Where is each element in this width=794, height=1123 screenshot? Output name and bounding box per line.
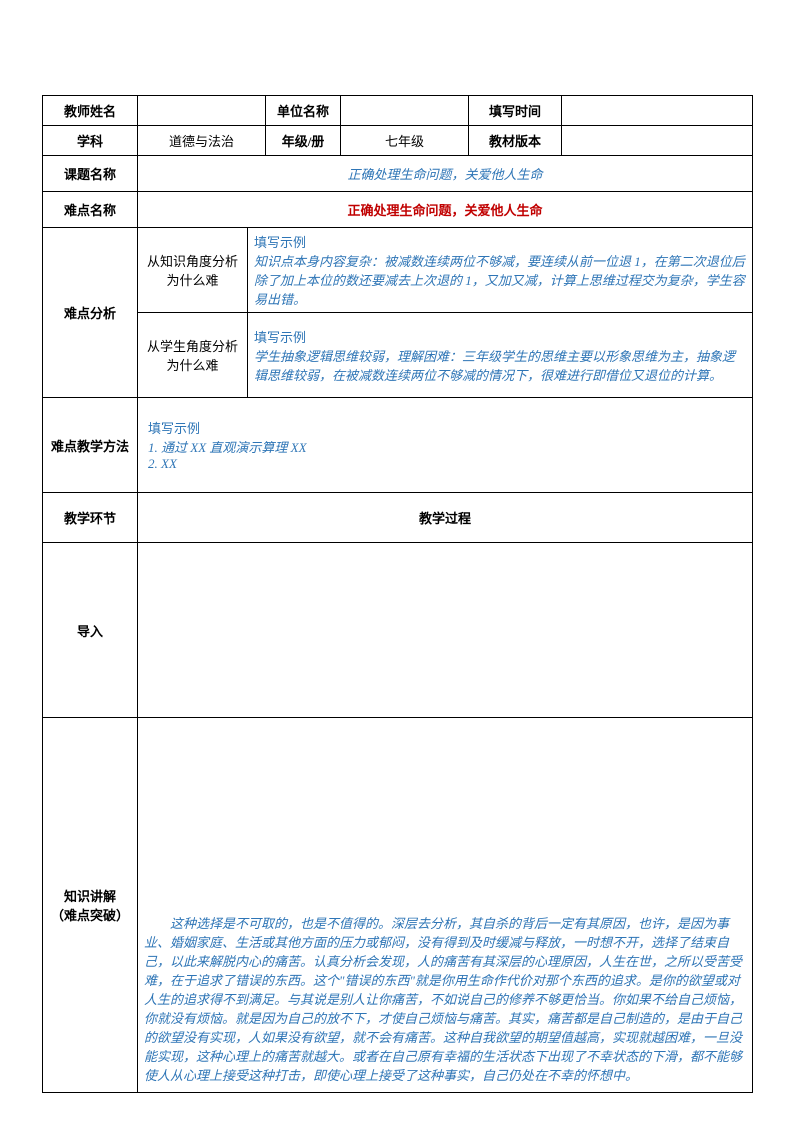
difficulty-label: 难点名称 xyxy=(43,192,138,228)
textbook-value xyxy=(562,126,753,156)
student-sub-label: 从学生角度分析为什么难 xyxy=(138,313,248,398)
teacher-name-value xyxy=(138,96,266,126)
grade-label: 年级/册 xyxy=(266,126,341,156)
knowledge-explain-row: 知识讲解 （难点突破） 这种选择是不可取的，也是不值得的。深层去分析，其自杀的背… xyxy=(43,718,753,1093)
explain-content: 这种选择是不可取的，也是不值得的。深层去分析，其自杀的背后一定有其原因，也许，是… xyxy=(144,913,746,1084)
method-content-cell: 填写示例 1. 通过 XX 直观演示算理 XX 2. XX xyxy=(138,398,753,493)
method-example-label: 填写示例 xyxy=(148,421,200,436)
teacher-name-label: 教师姓名 xyxy=(43,96,138,126)
method-label: 难点教学方法 xyxy=(43,398,138,493)
textbook-label: 教材版本 xyxy=(469,126,562,156)
unit-name-value xyxy=(341,96,469,126)
analysis-knowledge-row: 难点分析 从知识角度分析为什么难 填写示例 知识点本身内容复杂：被减数连续两位不… xyxy=(43,228,753,313)
teaching-method-row: 难点教学方法 填写示例 1. 通过 XX 直观演示算理 XX 2. XX xyxy=(43,398,753,493)
env-label: 教学环节 xyxy=(43,493,138,543)
analysis-student-row: 从学生角度分析为什么难 填写示例 学生抽象逻辑思维较弱，理解困难：三年级学生的思… xyxy=(43,313,753,398)
subject-label: 学科 xyxy=(43,126,138,156)
method-line2: 2. XX xyxy=(148,456,177,471)
teaching-env-row: 教学环节 教学过程 xyxy=(43,493,753,543)
env-value: 教学过程 xyxy=(138,493,753,543)
topic-label: 课题名称 xyxy=(43,156,138,192)
unit-name-label: 单位名称 xyxy=(266,96,341,126)
explain-content-cell: 这种选择是不可取的，也是不值得的。深层去分析，其自杀的背后一定有其原因，也许，是… xyxy=(138,718,753,1093)
lesson-plan-table: 教师姓名 单位名称 填写时间 学科 道德与法治 年级/册 七年级 教材版本 课题… xyxy=(42,95,753,1093)
method-line1: 1. 通过 XX 直观演示算理 XX xyxy=(148,440,307,455)
difficulty-value: 正确处理生命问题，关爱他人生命 xyxy=(138,192,753,228)
grade-value: 七年级 xyxy=(341,126,469,156)
teacher-info-row: 教师姓名 单位名称 填写时间 xyxy=(43,96,753,126)
intro-row: 导入 xyxy=(43,543,753,718)
analysis-label: 难点分析 xyxy=(43,228,138,398)
difficulty-row: 难点名称 正确处理生命问题，关爱他人生命 xyxy=(43,192,753,228)
explain-label-line1: 知识讲解 xyxy=(64,889,116,904)
explain-label-cell: 知识讲解 （难点突破） xyxy=(43,718,138,1093)
knowledge-example-label: 填写示例 xyxy=(254,235,306,250)
student-example-label: 填写示例 xyxy=(254,330,306,345)
fill-date-value xyxy=(562,96,753,126)
subject-value: 道德与法治 xyxy=(138,126,266,156)
knowledge-sub-label: 从知识角度分析为什么难 xyxy=(138,228,248,313)
topic-row: 课题名称 正确处理生命问题，关爱他人生命 xyxy=(43,156,753,192)
knowledge-content-cell: 填写示例 知识点本身内容复杂：被减数连续两位不够减，要连续从前一位退 1，在第二… xyxy=(248,228,753,313)
student-content: 学生抽象逻辑思维较弱，理解困难：三年级学生的思维主要以形象思维为主，抽象逻辑思维… xyxy=(254,349,735,383)
intro-label: 导入 xyxy=(43,543,138,718)
subject-row: 学科 道德与法治 年级/册 七年级 教材版本 xyxy=(43,126,753,156)
intro-value xyxy=(138,543,753,718)
student-content-cell: 填写示例 学生抽象逻辑思维较弱，理解困难：三年级学生的思维主要以形象思维为主，抽… xyxy=(248,313,753,398)
topic-value: 正确处理生命问题，关爱他人生命 xyxy=(138,156,753,192)
fill-date-label: 填写时间 xyxy=(469,96,562,126)
explain-label-line2: （难点突破） xyxy=(51,908,129,923)
knowledge-content: 知识点本身内容复杂：被减数连续两位不够减，要连续从前一位退 1，在第二次退位后除… xyxy=(254,254,745,307)
